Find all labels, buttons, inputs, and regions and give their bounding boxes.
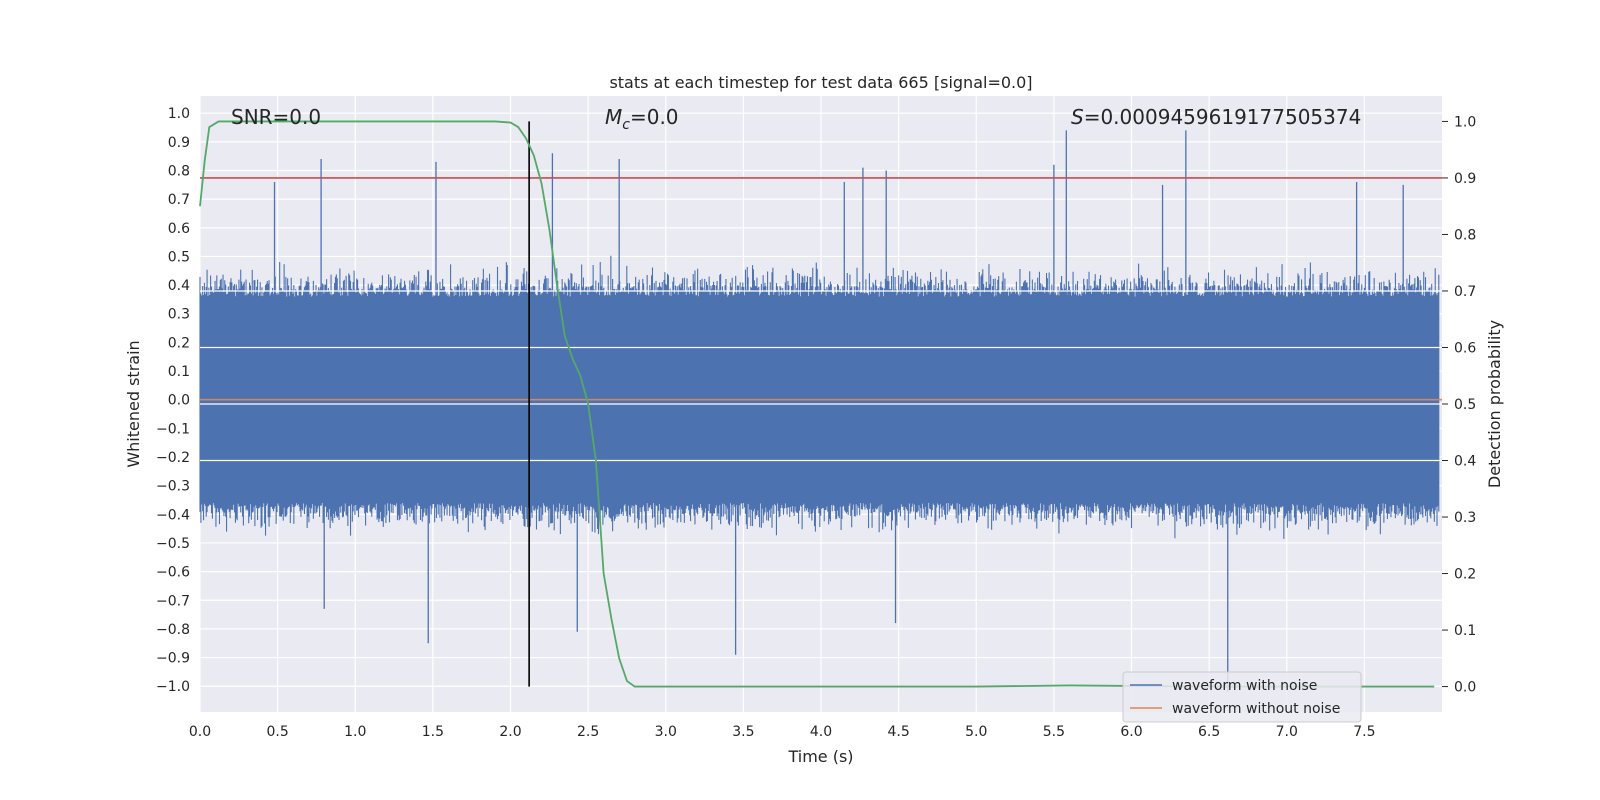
x-tick-label: 0.0 [189, 724, 211, 740]
x-tick-label: 5.5 [1043, 724, 1065, 740]
snr-annotation: SNR=0.0 [231, 105, 321, 129]
series-lines [199, 120, 1442, 688]
legend: waveform with noise waveform without noi… [1122, 671, 1362, 723]
x-tick-label: 4.0 [810, 724, 832, 740]
x-tick-label: 6.5 [1198, 724, 1220, 740]
y2-tick-label: 0.3 [1454, 510, 1476, 526]
x-axis-ticks: 0.0 0.5 1.0 1.5 2.0 2.5 3.0 3.5 4.0 4.5 5.0 5.5 6.0 6… [189, 724, 1376, 740]
y-tick-label: −0.1 [156, 421, 190, 437]
x-tick-label: 6.0 [1120, 724, 1142, 740]
x-tick-label: 2.0 [499, 724, 521, 740]
legend-label-noise: waveform with noise [1172, 678, 1317, 694]
y-tick-label: 0.3 [168, 307, 190, 323]
legend-frame [1122, 671, 1362, 723]
y-tick-label: 0.2 [168, 335, 190, 351]
y-tick-label: 0.6 [168, 221, 190, 237]
y-tick-label: 0.1 [168, 364, 190, 380]
y-tick-label: −0.5 [156, 536, 190, 552]
y-axis-label: Whitened strain [124, 340, 143, 467]
statistic-annotation: S=0.0009459619177505374 [1071, 105, 1361, 129]
x-tick-label: 0.5 [266, 724, 288, 740]
x-axis-label: Time (s) [787, 747, 853, 766]
x-tick-label: 1.0 [344, 724, 366, 740]
noise-waveform-path [199, 255, 1440, 539]
y2-tick-label: 0.2 [1454, 567, 1476, 583]
y-tick-label: 1.0 [168, 106, 190, 122]
y2-axis-ticks: 1.0 0.9 0.8 0.7 0.6 0.5 0.4 0.3 0.2 0.1 0.0 [1442, 114, 1476, 696]
y-tick-label: 0.0 [168, 393, 190, 409]
y2-tick-label: 0.8 [1454, 227, 1476, 243]
chirp-mass-symbol: M [605, 105, 622, 129]
x-tick-label: 5.0 [965, 724, 987, 740]
x-tick-label: 4.5 [887, 724, 909, 740]
y-axis-ticks: 1.0 0.9 0.8 0.7 0.6 0.5 0.4 0.3 0.2 0.1 0.0 −0.1 −0.… [156, 106, 190, 695]
detection-probability-line [199, 120, 1435, 688]
y-tick-label: 0.7 [168, 192, 190, 208]
y-tick-label: 0.9 [168, 135, 190, 151]
y-tick-label: −0.9 [156, 651, 190, 667]
y-tick-label: −0.6 [156, 565, 190, 581]
x-tick-label: 1.5 [422, 724, 444, 740]
y-tick-label: −0.3 [156, 479, 190, 495]
x-tick-label: 3.5 [732, 724, 754, 740]
x-tick-label: 3.0 [655, 724, 677, 740]
y2-tick-label: 0.7 [1454, 284, 1476, 300]
y-tick-label: −0.4 [156, 507, 190, 523]
y-tick-label: 0.4 [168, 278, 190, 294]
x-tick-label: 7.0 [1276, 724, 1298, 740]
y2-tick-label: 0.4 [1454, 454, 1476, 470]
statistic-value: =0.0009459619177505374 [1084, 105, 1362, 129]
y-tick-label: 0.5 [168, 249, 190, 265]
y-tick-label: −0.8 [156, 622, 190, 638]
y2-tick-label: 0.0 [1454, 680, 1476, 696]
statistic-symbol: S [1071, 105, 1084, 129]
x-tick-label: 7.5 [1353, 724, 1375, 740]
y-tick-label: −0.7 [156, 593, 190, 609]
y2-tick-label: 0.1 [1454, 623, 1476, 639]
y-tick-label: −1.0 [156, 679, 190, 695]
y2-tick-label: 0.5 [1454, 397, 1476, 413]
chirp-mass-subscript: c [622, 117, 630, 133]
y2-tick-label: 0.9 [1454, 171, 1476, 187]
y2-tick-label: 1.0 [1454, 114, 1476, 130]
legend-label-clean: waveform without noise [1172, 701, 1340, 717]
chirp-mass-value: =0.0 [630, 105, 679, 129]
y2-axis-label: Detection probability [1485, 320, 1504, 488]
x-tick-label: 2.5 [577, 724, 599, 740]
y2-tick-label: 0.6 [1454, 340, 1476, 356]
y-tick-label: 0.8 [168, 163, 190, 179]
y-tick-label: −0.2 [156, 450, 190, 466]
chart-title: stats at each timestep for test data 665… [609, 73, 1032, 92]
chirp-mass-annotation: Mc=0.0 [605, 105, 679, 133]
